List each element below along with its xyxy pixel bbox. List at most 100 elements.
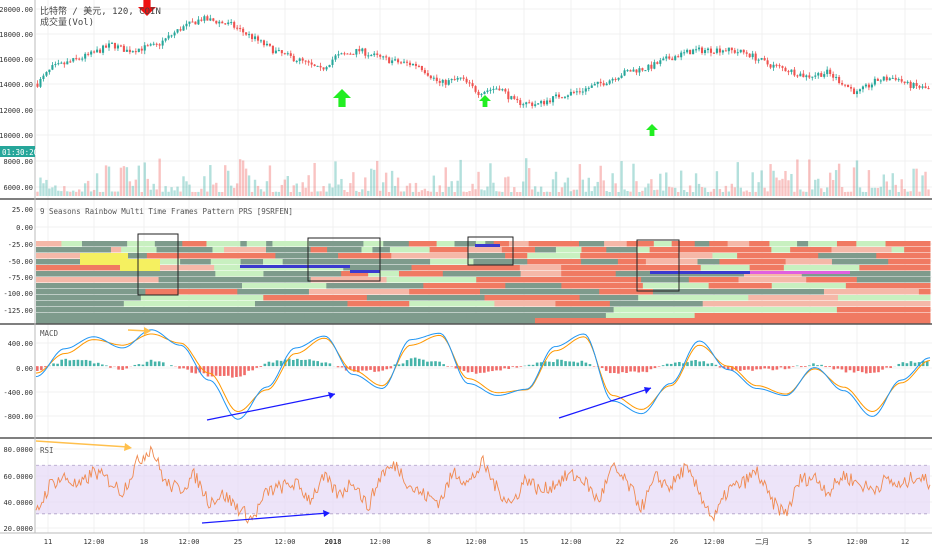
volume-bar bbox=[135, 180, 137, 196]
rainbow-cell bbox=[263, 259, 283, 265]
macd-histogram-bar bbox=[316, 361, 319, 366]
volume-bar bbox=[826, 187, 828, 196]
macd-histogram-bar bbox=[101, 364, 104, 366]
volume-bar bbox=[611, 173, 613, 196]
macd-histogram-bar bbox=[312, 361, 315, 366]
volume-bar bbox=[212, 185, 214, 196]
volume-bar bbox=[516, 192, 518, 196]
candle-body bbox=[272, 46, 274, 53]
volume-bar bbox=[233, 188, 235, 196]
candle-body bbox=[525, 102, 527, 104]
rainbow-cell bbox=[876, 253, 898, 259]
rainbow-title[interactable]: 9 Seasons Rainbow Multi Time Frames Patt… bbox=[40, 207, 293, 216]
volume-bar bbox=[373, 170, 375, 196]
rsi-title[interactable]: RSI bbox=[40, 446, 54, 455]
candle-body bbox=[111, 43, 113, 44]
candle-body bbox=[737, 52, 739, 53]
volume-bar bbox=[290, 192, 292, 196]
rainbow-cell bbox=[36, 301, 124, 307]
rainbow-cell bbox=[78, 247, 111, 253]
symbol-title[interactable]: 比特幣 / 美元, 120, COIN bbox=[40, 5, 161, 17]
candle-body bbox=[197, 20, 199, 25]
rainbow-cell bbox=[111, 247, 122, 253]
candle-body bbox=[829, 70, 831, 74]
macd-histogram-bar bbox=[869, 366, 872, 373]
volume-bar bbox=[471, 184, 473, 196]
volume-bar bbox=[778, 180, 780, 196]
candle-body bbox=[460, 78, 462, 79]
candle-body bbox=[483, 92, 485, 94]
volume-bar bbox=[507, 177, 509, 196]
candle-body bbox=[710, 49, 712, 53]
macd-histogram-bar bbox=[516, 366, 519, 367]
rsi-band bbox=[36, 465, 930, 514]
candle-body bbox=[126, 50, 128, 52]
candle-body bbox=[162, 41, 164, 46]
volume-bar bbox=[763, 188, 765, 196]
volume-bar bbox=[871, 188, 873, 196]
x-tick-label: 12:00 bbox=[465, 538, 486, 546]
volume-bar bbox=[349, 183, 351, 196]
rainbow-cell bbox=[59, 247, 79, 253]
macd-histogram-bar bbox=[296, 359, 299, 366]
x-tick-label: 22 bbox=[616, 538, 624, 546]
rainbow-cell bbox=[904, 247, 930, 253]
macd-histogram-bar bbox=[255, 366, 258, 368]
rainbow-cell bbox=[698, 259, 720, 265]
volume-bar bbox=[719, 189, 721, 196]
rainbow-highlight bbox=[750, 271, 850, 274]
macd-histogram-bar bbox=[85, 360, 88, 366]
candle-body bbox=[576, 91, 578, 92]
candle-body bbox=[108, 43, 110, 47]
volume-bar bbox=[695, 173, 697, 196]
volume-bar bbox=[114, 192, 116, 196]
macd-histogram-bar bbox=[520, 366, 523, 367]
macd-histogram-bar bbox=[800, 366, 803, 367]
price-y-tick: 14000.00 bbox=[0, 81, 33, 89]
rainbow-cell bbox=[309, 289, 410, 295]
rainbow-cell bbox=[784, 265, 860, 271]
candle-body bbox=[406, 62, 408, 63]
volume-bar bbox=[167, 192, 169, 196]
volume-bar bbox=[564, 182, 566, 196]
candle-body bbox=[218, 22, 220, 24]
candle-body bbox=[799, 74, 801, 77]
macd-title[interactable]: MACD bbox=[40, 329, 59, 338]
macd-histogram-bar bbox=[670, 364, 673, 366]
rainbow-cell bbox=[423, 283, 505, 289]
candle-body bbox=[701, 48, 703, 53]
volume-bar bbox=[69, 192, 71, 196]
macd-histogram-bar bbox=[77, 360, 80, 366]
candle-body bbox=[594, 84, 596, 86]
volume-bar bbox=[379, 191, 381, 196]
candle-body bbox=[293, 56, 295, 61]
volume-bar bbox=[594, 186, 596, 196]
macd-histogram-bar bbox=[467, 366, 470, 372]
x-tick-label: 11 bbox=[44, 538, 52, 546]
rainbow-cell bbox=[409, 241, 437, 247]
rainbow-cell bbox=[653, 289, 733, 295]
candle-body bbox=[492, 89, 494, 90]
candle-body bbox=[755, 54, 757, 61]
candle-body bbox=[39, 79, 41, 87]
volume-bar bbox=[495, 191, 497, 196]
macd-histogram-bar bbox=[751, 366, 754, 371]
candle-body bbox=[424, 70, 426, 73]
candle-body bbox=[540, 101, 542, 103]
volume-bar bbox=[477, 172, 479, 196]
rainbow-cell bbox=[148, 313, 306, 319]
volume-bar bbox=[874, 188, 876, 196]
candle-body bbox=[430, 76, 432, 78]
macd-histogram-bar bbox=[637, 366, 640, 372]
volume-bar bbox=[424, 189, 426, 196]
volume-bar bbox=[319, 191, 321, 196]
rainbow-cell bbox=[771, 247, 790, 253]
rainbow-cell bbox=[387, 277, 477, 283]
macd-histogram-bar bbox=[300, 360, 303, 366]
volume-bar bbox=[120, 168, 122, 196]
volume-bar bbox=[585, 192, 587, 196]
volume-bar bbox=[570, 191, 572, 196]
volume-label[interactable]: 成交量(Vol) bbox=[40, 16, 94, 28]
volume-bar bbox=[588, 178, 590, 196]
